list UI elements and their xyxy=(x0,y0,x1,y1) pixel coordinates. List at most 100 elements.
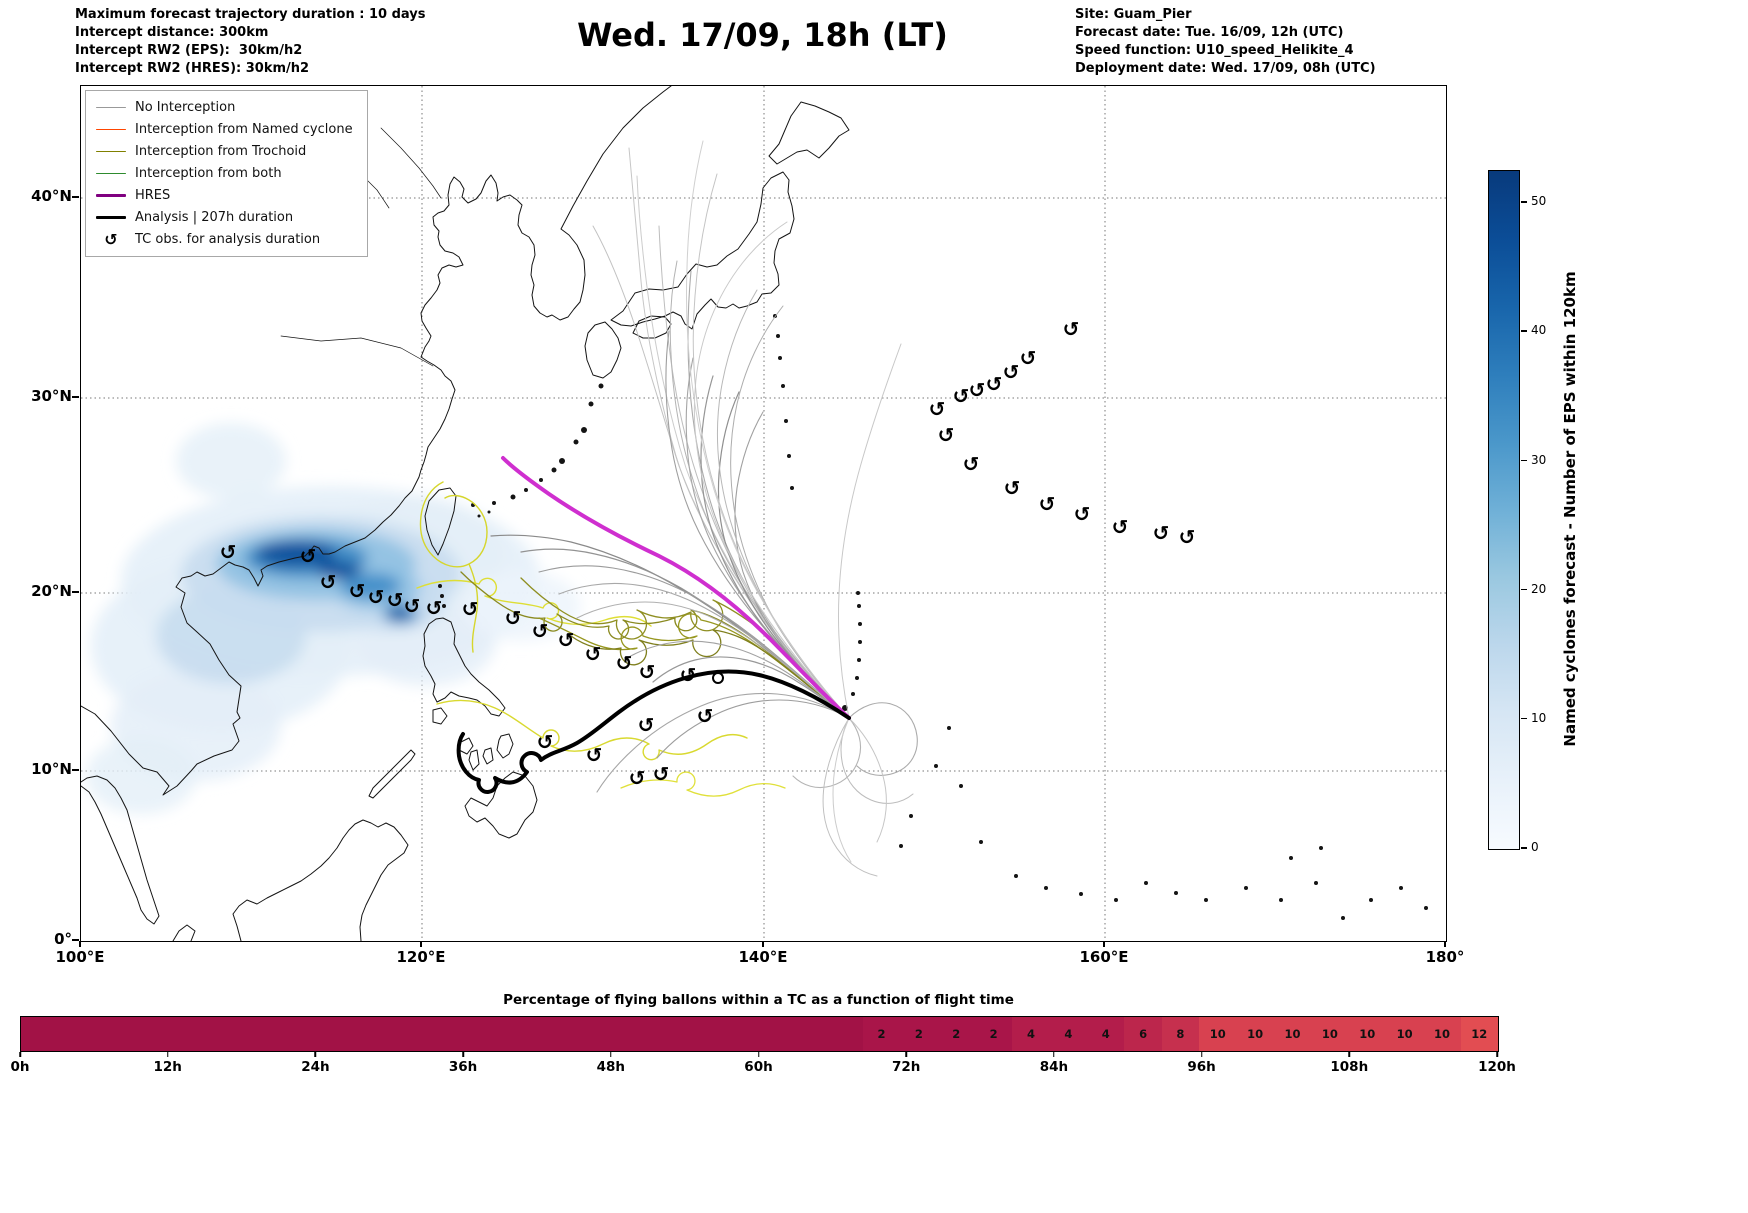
coastline xyxy=(482,747,494,765)
timebar-cell: 4 xyxy=(1087,1017,1125,1051)
trajectory-trochoid xyxy=(468,563,479,653)
coastline xyxy=(280,335,434,367)
legend-item: Interception from Trochoid xyxy=(96,142,353,161)
island-dot xyxy=(442,604,446,608)
colorbar-tick-mark xyxy=(1521,847,1527,849)
x-tick-label: 140°E xyxy=(738,948,788,966)
tc-symbol: ↺ xyxy=(929,397,946,421)
island-dot xyxy=(1204,898,1208,902)
tc-symbol: ↺ xyxy=(320,570,337,594)
island-dot xyxy=(1369,898,1373,902)
trajectory-no-interception xyxy=(693,221,850,719)
legend-line-swatch xyxy=(96,215,126,220)
y-tick-mark xyxy=(72,591,79,593)
timebar-cell: 10 xyxy=(1199,1017,1237,1051)
island-dot xyxy=(1279,898,1283,902)
timebar-cell: 8 xyxy=(1161,1017,1200,1051)
site-info-line: Speed function: U10_speed_Helikite_4 xyxy=(1075,43,1354,58)
island-dot xyxy=(858,640,862,644)
trajectory-no-interception xyxy=(792,717,862,789)
island-dot xyxy=(581,427,587,433)
tc-symbol: ↺ xyxy=(349,579,366,603)
tc-symbol: ↺ xyxy=(1004,476,1021,500)
tc-symbol: ↺ xyxy=(532,619,549,643)
tc-symbol: ↺ xyxy=(1063,317,1080,341)
island-dot xyxy=(1314,881,1318,885)
legend-item-label: No Interception xyxy=(135,100,236,115)
coastline xyxy=(768,101,850,165)
timebar-cell: 10 xyxy=(1236,1017,1274,1051)
tc-symbol: ↺ xyxy=(963,452,980,476)
island-dot xyxy=(588,401,594,407)
tc-symbol: ↺ xyxy=(1039,492,1056,516)
coastline xyxy=(468,749,480,771)
site-info-line: Site: Guam_Pier xyxy=(1075,7,1192,22)
legend-line-swatch xyxy=(96,150,126,153)
timebar-cell: 4 xyxy=(1012,1017,1050,1051)
island-dot xyxy=(492,501,496,505)
tc-symbol: ↺ xyxy=(639,660,656,684)
timebar-cell: 10 xyxy=(1311,1017,1349,1051)
legend-item: Analysis | 207h duration xyxy=(96,208,353,227)
island-dot xyxy=(1399,886,1403,890)
coastline xyxy=(584,321,622,379)
timebar-tick-label: 48h xyxy=(596,1059,625,1075)
legend-line-swatch xyxy=(96,106,126,109)
timebar-cell: 2 xyxy=(937,1017,975,1051)
timebar-title: Percentage of flying ballons within a TC… xyxy=(503,992,1014,1008)
island-dot xyxy=(539,478,543,482)
island-dot xyxy=(1341,916,1345,920)
tc-symbol: ↺ xyxy=(1020,346,1037,370)
legend-line-swatch xyxy=(96,172,126,175)
tc-symbol: ↺ xyxy=(586,743,603,767)
tc-symbol: ↺ xyxy=(953,384,970,408)
coastline xyxy=(464,771,538,839)
x-tick-label: 120°E xyxy=(396,948,446,966)
island-dot xyxy=(778,356,782,360)
legend-line-swatch xyxy=(96,128,126,131)
y-tick-mark xyxy=(72,769,79,771)
timebar-cell: 4 xyxy=(1049,1017,1088,1051)
timebar-tick-mark xyxy=(19,1052,21,1057)
island-dot xyxy=(524,488,528,492)
tc-symbol: ↺ xyxy=(505,606,522,630)
colorbar xyxy=(1488,170,1520,850)
timebar-tick-label: 120h xyxy=(1478,1059,1516,1075)
trajectory-no-interception xyxy=(700,375,850,719)
figure-title: Wed. 17/09, 18h (LT) xyxy=(577,16,948,54)
island-dot xyxy=(899,844,903,848)
timebar-tick-mark xyxy=(166,1052,169,1057)
trajectory-trochoid xyxy=(436,699,748,761)
island-dot xyxy=(1044,886,1048,890)
legend-item: Interception from both xyxy=(96,164,353,183)
timebar: 2 2 2 2 4 4 4 6 8 10 10 10 10 10 10 10 12 xyxy=(20,1016,1499,1052)
tc-symbol: ↺ xyxy=(558,628,575,652)
tc-symbol-icon: ↺ xyxy=(104,230,118,249)
legend-item-label: HRES xyxy=(135,188,171,203)
island-dot xyxy=(1014,874,1018,878)
island-dot xyxy=(851,692,855,696)
colorbar-gradient xyxy=(1489,171,1519,849)
density-blob xyxy=(156,588,306,684)
legend-line xyxy=(96,106,126,109)
timebar-cell: 2 xyxy=(974,1017,1013,1051)
legend-line xyxy=(96,150,126,153)
timebar-tick-label: 0h xyxy=(10,1059,30,1075)
site-info-text: Site: Guam_Pier Forecast date: Tue. 16/09… xyxy=(1075,6,1376,78)
trajectory-no-interception xyxy=(592,225,850,719)
density-blob xyxy=(256,541,336,567)
coastline xyxy=(368,749,416,799)
y-tick-label: 0° xyxy=(54,930,72,948)
colorbar-ticks: 0 10 20 30 40 50 xyxy=(1521,170,1566,854)
x-tick-label: 160°E xyxy=(1079,948,1129,966)
timebar-tick-mark xyxy=(462,1052,464,1057)
legend-line xyxy=(96,193,126,198)
tc-symbol: ↺ xyxy=(300,544,317,568)
site-info-line: Forecast date: Tue. 16/09, 12h (UTC) xyxy=(1075,25,1344,40)
x-tick-mark xyxy=(420,941,422,947)
coastline xyxy=(422,617,506,717)
trajectory-no-interception xyxy=(685,357,850,719)
tc-symbol: ↺ xyxy=(404,594,421,618)
trajectory-no-interception xyxy=(596,693,850,793)
trajectory-trochoid-intercept xyxy=(460,571,850,719)
